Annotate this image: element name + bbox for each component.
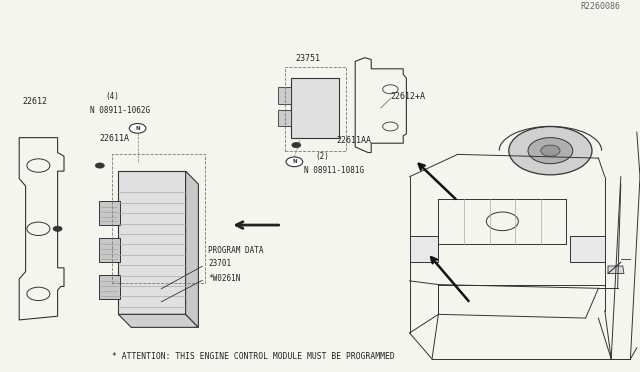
Bar (285, 67, 346, 151)
Text: 23701: 23701 (208, 259, 231, 268)
Circle shape (95, 163, 104, 168)
Text: N: N (135, 126, 140, 131)
Circle shape (509, 126, 592, 175)
Bar (99, 275, 120, 299)
Bar (410, 236, 438, 262)
Polygon shape (186, 171, 198, 327)
Text: N 08911-1081G: N 08911-1081G (304, 166, 364, 175)
Circle shape (53, 226, 62, 231)
Bar (118, 171, 186, 314)
Bar (99, 238, 120, 262)
Text: R2260086: R2260086 (581, 2, 621, 11)
Text: (4): (4) (106, 92, 120, 101)
Polygon shape (118, 314, 198, 327)
Text: (2): (2) (316, 152, 330, 161)
Text: 22612+A: 22612+A (390, 92, 426, 100)
Circle shape (286, 157, 303, 167)
Text: 22611AA: 22611AA (336, 136, 371, 145)
Bar (112, 154, 205, 283)
Text: 22612: 22612 (22, 97, 47, 106)
Text: * ATTENTION: THIS ENGINE CONTROL MODULE MUST BE PROGRAMMED: * ATTENTION: THIS ENGINE CONTROL MODULE … (112, 352, 395, 360)
Bar (570, 236, 605, 262)
Text: *W0261N: *W0261N (208, 274, 241, 283)
Circle shape (528, 138, 573, 164)
Circle shape (541, 145, 560, 156)
Text: PROGRAM DATA: PROGRAM DATA (208, 246, 264, 255)
Polygon shape (608, 266, 624, 273)
Bar (99, 201, 120, 225)
Bar (278, 110, 291, 126)
Text: 22611A: 22611A (99, 134, 129, 143)
Text: 23751: 23751 (296, 54, 321, 63)
Text: N: N (292, 159, 297, 164)
Circle shape (292, 142, 301, 148)
Bar (278, 87, 291, 104)
Bar (291, 78, 339, 138)
Text: N 08911-1062G: N 08911-1062G (90, 106, 150, 115)
Circle shape (129, 124, 146, 133)
